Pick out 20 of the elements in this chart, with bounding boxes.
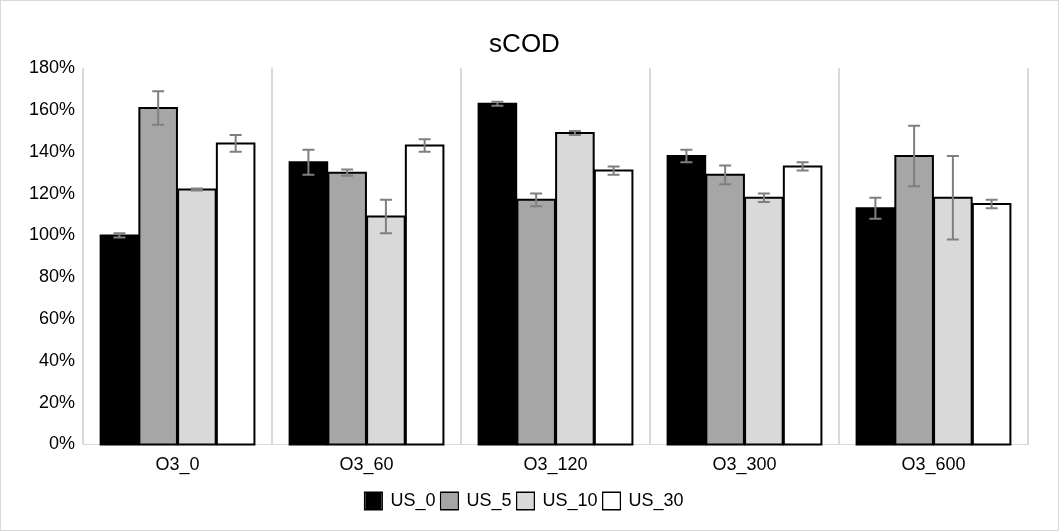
y-tick-label: 20% [39, 391, 76, 412]
y-tick-label: 60% [39, 307, 76, 328]
y-tick-label: 100% [28, 224, 76, 245]
legend-label: US_0 [390, 489, 436, 511]
x-tick-label: O3_120 [523, 454, 588, 476]
y-tick-label: 120% [28, 182, 76, 203]
y-tick-label: 160% [28, 98, 76, 119]
x-tick-label: O3_0 [155, 454, 200, 476]
y-tick-label: 140% [28, 140, 76, 161]
x-tick-label: O3_600 [901, 454, 966, 476]
legend-label: US_10 [542, 489, 598, 511]
chart-title: sCOD [489, 27, 560, 58]
y-tick-label: 180% [28, 57, 76, 78]
x-tick-label: O3_300 [712, 454, 777, 476]
legend-label: US_30 [628, 489, 684, 511]
legend-label: US_5 [466, 489, 512, 511]
y-tick-label: 40% [39, 349, 76, 370]
y-tick-label: 0% [49, 433, 76, 454]
x-tick-label: O3_60 [339, 454, 394, 476]
y-tick-label: 80% [39, 266, 76, 287]
